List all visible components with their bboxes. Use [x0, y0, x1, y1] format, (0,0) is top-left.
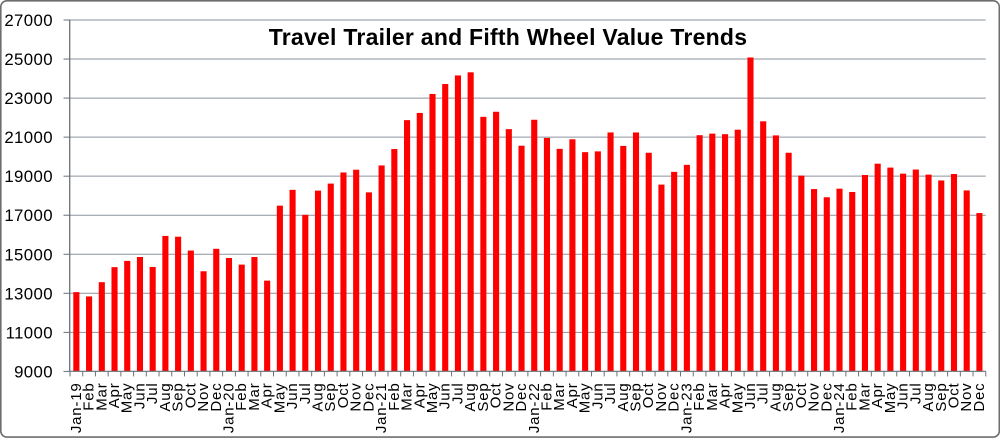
svg-text:May: May — [882, 383, 899, 414]
svg-text:Oct: Oct — [335, 382, 352, 408]
svg-text:Oct: Oct — [182, 382, 199, 408]
svg-text:Jun: Jun — [589, 383, 606, 410]
svg-text:Apr: Apr — [106, 383, 123, 409]
svg-text:Jan-21: Jan-21 — [373, 383, 390, 434]
svg-text:Feb: Feb — [538, 383, 555, 411]
svg-text:May: May — [729, 383, 746, 414]
svg-text:Mar: Mar — [246, 383, 263, 411]
svg-text:Jul: Jul — [755, 383, 772, 405]
svg-text:Travel Trailer and Fifth Wheel: Travel Trailer and Fifth Wheel Value Tre… — [269, 24, 748, 50]
svg-text:Aug: Aug — [615, 383, 632, 412]
svg-text:Dec: Dec — [818, 383, 835, 412]
svg-text:17000: 17000 — [4, 206, 53, 225]
svg-text:Sep: Sep — [933, 383, 950, 412]
svg-text:Oct: Oct — [488, 382, 505, 408]
svg-text:Dec: Dec — [971, 383, 988, 412]
svg-text:May: May — [424, 383, 441, 414]
svg-text:May: May — [577, 383, 594, 414]
svg-text:Jan-24: Jan-24 — [831, 383, 848, 434]
svg-text:Mar: Mar — [551, 383, 568, 411]
svg-text:Aug: Aug — [462, 383, 479, 412]
svg-text:Nov: Nov — [348, 383, 365, 412]
svg-text:Jul: Jul — [144, 383, 161, 405]
svg-text:Sep: Sep — [780, 383, 797, 412]
svg-text:15000: 15000 — [4, 245, 53, 264]
svg-text:Jun: Jun — [742, 383, 759, 410]
svg-text:Feb: Feb — [81, 383, 98, 411]
svg-text:Jun: Jun — [131, 383, 148, 410]
svg-text:Mar: Mar — [93, 383, 110, 411]
svg-text:Jan-23: Jan-23 — [678, 383, 695, 434]
svg-text:Apr: Apr — [869, 383, 886, 409]
svg-text:25000: 25000 — [4, 50, 53, 69]
svg-text:Jan-20: Jan-20 — [220, 383, 237, 434]
svg-text:21000: 21000 — [4, 128, 53, 147]
svg-text:Nov: Nov — [958, 383, 975, 412]
svg-text:Apr: Apr — [717, 383, 734, 409]
svg-text:Dec: Dec — [208, 383, 225, 412]
svg-text:Nov: Nov — [653, 383, 670, 412]
svg-text:Aug: Aug — [767, 383, 784, 412]
svg-text:9000: 9000 — [14, 362, 53, 381]
svg-text:Apr: Apr — [411, 383, 428, 409]
svg-text:19000: 19000 — [4, 167, 53, 186]
svg-text:Dec: Dec — [513, 383, 530, 412]
svg-text:27000: 27000 — [4, 11, 53, 30]
svg-text:Feb: Feb — [844, 383, 861, 411]
svg-text:Jul: Jul — [907, 383, 924, 405]
svg-text:11000: 11000 — [6, 323, 53, 342]
svg-text:Jul: Jul — [602, 383, 619, 405]
svg-text:May: May — [271, 383, 288, 414]
svg-text:Oct: Oct — [640, 382, 657, 408]
svg-text:Jun: Jun — [284, 383, 301, 410]
svg-text:Jul: Jul — [449, 383, 466, 405]
svg-text:23000: 23000 — [4, 89, 53, 108]
svg-text:Apr: Apr — [564, 383, 581, 409]
svg-text:Nov: Nov — [500, 383, 517, 412]
svg-text:Jul: Jul — [297, 383, 314, 405]
svg-text:Dec: Dec — [666, 383, 683, 412]
svg-text:Jun: Jun — [437, 383, 454, 410]
svg-text:Aug: Aug — [920, 383, 937, 412]
svg-text:Oct: Oct — [945, 382, 962, 408]
svg-text:Nov: Nov — [806, 383, 823, 412]
svg-text:Jun: Jun — [895, 383, 912, 410]
svg-text:Feb: Feb — [233, 383, 250, 411]
svg-text:13000: 13000 — [4, 284, 53, 303]
svg-text:Apr: Apr — [259, 383, 276, 409]
svg-text:Nov: Nov — [195, 383, 212, 412]
svg-text:Dec: Dec — [360, 383, 377, 412]
svg-text:Sep: Sep — [628, 383, 645, 412]
svg-text:Aug: Aug — [157, 383, 174, 412]
svg-text:May: May — [119, 383, 136, 414]
svg-text:Mar: Mar — [704, 383, 721, 411]
svg-text:Feb: Feb — [386, 383, 403, 411]
svg-text:Sep: Sep — [475, 383, 492, 412]
svg-text:Sep: Sep — [170, 383, 187, 412]
svg-text:Feb: Feb — [691, 383, 708, 411]
svg-text:Mar: Mar — [399, 383, 416, 411]
svg-text:Mar: Mar — [856, 383, 873, 411]
svg-text:Jan-19: Jan-19 — [68, 383, 85, 434]
svg-text:Oct: Oct — [793, 382, 810, 408]
svg-text:Jan-22: Jan-22 — [526, 383, 543, 434]
svg-text:Aug: Aug — [310, 383, 327, 412]
svg-text:Sep: Sep — [322, 383, 339, 412]
